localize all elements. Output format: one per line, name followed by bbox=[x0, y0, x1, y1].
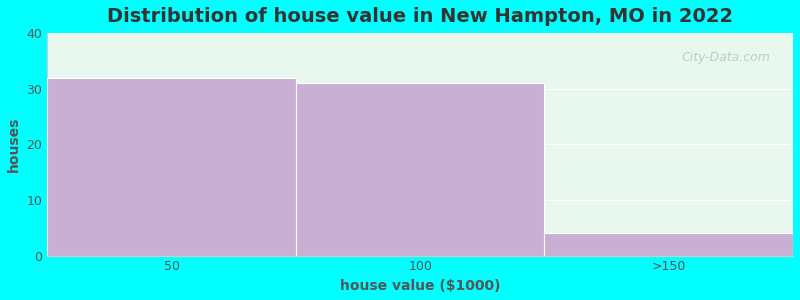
Bar bbox=[47, 78, 296, 256]
Bar bbox=[296, 83, 545, 256]
Text: City-Data.com: City-Data.com bbox=[682, 51, 770, 64]
Bar bbox=[545, 233, 793, 256]
Title: Distribution of house value in New Hampton, MO in 2022: Distribution of house value in New Hampt… bbox=[107, 7, 734, 26]
Y-axis label: houses: houses bbox=[7, 117, 21, 172]
X-axis label: house value ($1000): house value ($1000) bbox=[340, 279, 500, 293]
